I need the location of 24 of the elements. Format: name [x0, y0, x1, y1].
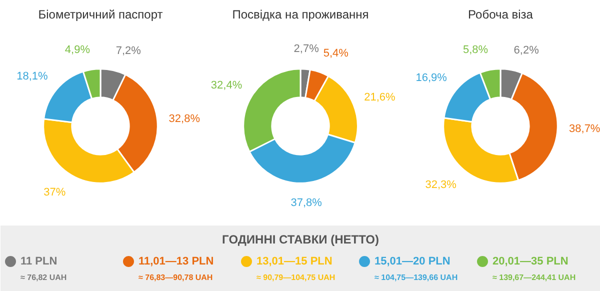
legend-label: 20,01—35 PLN ≈ 139,67—244,41 UAH [492, 256, 576, 282]
data-label: 32,8% [168, 113, 200, 126]
legend-title: ГОДИННІ СТАВКИ (НЕТТО) [222, 232, 379, 246]
data-label: 6,2% [514, 44, 540, 56]
data-label: 21,6% [364, 91, 396, 104]
chart-title: Біометричний паспорт [38, 8, 164, 22]
data-label: 4,9% [64, 44, 90, 56]
data-label: 37% [44, 186, 66, 198]
data-label: 18,1% [16, 70, 48, 83]
chart-title: Посвідка на проживання [232, 8, 369, 22]
data-label: 16,9% [416, 72, 448, 84]
chart-title: Робоча віза [468, 8, 534, 22]
data-label: 5,8% [462, 44, 488, 56]
data-label: 32,4% [210, 80, 242, 92]
legend-label: 15,01—20 PLN ≈ 104,75—139,66 UAH [374, 256, 458, 282]
legend-label: 13,01—15 PLN ≈ 90,79—104,75 UAH [256, 256, 336, 282]
legend-label: 11,01—13 PLN ≈ 76,83—90,78 UAH [138, 256, 214, 282]
data-label: 2,7% [294, 43, 320, 56]
legend-label: 11 PLN ≈ 76,82 UAH [20, 256, 67, 282]
data-label: 38,7% [569, 122, 600, 135]
data-label: 7,2% [116, 44, 142, 57]
data-label: 5,4% [323, 47, 349, 60]
data-label: 32,3% [425, 179, 457, 192]
data-label: 37,8% [290, 196, 322, 209]
